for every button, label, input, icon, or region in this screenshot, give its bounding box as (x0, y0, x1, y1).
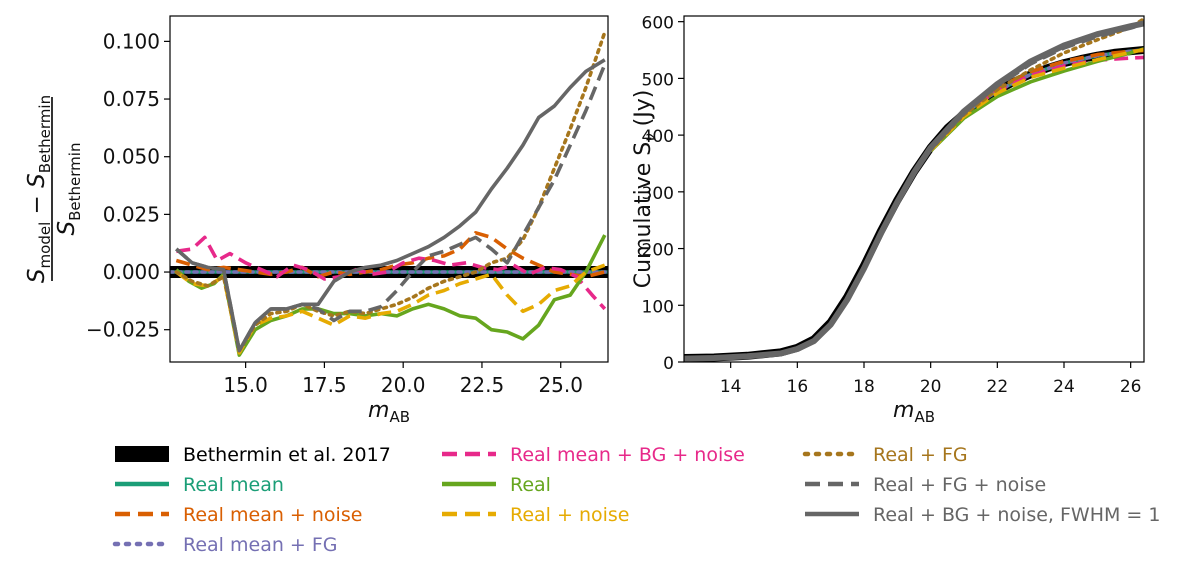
right-y-tick-label: 200 (642, 241, 674, 261)
legend-item-real: Real (442, 474, 551, 496)
right-y-axis-label: Cumulative Sν (Jy) (631, 90, 659, 289)
right-x-tick-label: 22 (987, 377, 1009, 397)
legend-label: Real (510, 474, 551, 496)
right-x-axis-label-sub: AB (914, 408, 935, 426)
left-series-real_mean_bg_noise (176, 235, 607, 311)
left-x-tick-label: 25.0 (538, 373, 583, 397)
legend-label: Real mean + FG (183, 534, 338, 556)
right-y-tick-label: 400 (642, 127, 674, 147)
right-y-tick-label: 0 (663, 354, 674, 374)
left-y-tick-label: 0.050 (103, 145, 160, 169)
right-x-tick-label: 14 (720, 377, 742, 397)
right-x-tick-label: 18 (853, 377, 875, 397)
right-series-real_fg_noise (684, 21, 1144, 362)
right-x-tick-label: 20 (920, 377, 942, 397)
right-x-tick-label: 24 (1053, 377, 1075, 397)
left-y-tick-label: 0.000 (103, 260, 160, 284)
legend-label: Real + FG + noise (873, 474, 1046, 496)
left-series-real_noise (175, 263, 606, 355)
left-y-label-denominator: SBethermin (54, 143, 84, 236)
legend: Bethermin et al. 2017 Real mean Real mean … (112, 444, 1160, 556)
left-x-tick-label: 17.5 (302, 373, 347, 397)
left-x-axis-label: mAB (368, 398, 410, 426)
legend-item-real_noise: Real + noise (442, 504, 630, 526)
right-x-ticks: 14 16 18 20 22 24 26 (720, 362, 1142, 397)
right-y-tick-label: 100 (642, 297, 674, 317)
left-y-tick-label: 0.025 (103, 202, 160, 226)
left-x-tick-label: 15.0 (223, 373, 268, 397)
left-y-label-numerator: Smodel − SBethermin (24, 95, 54, 283)
right-series-clip (684, 16, 1144, 362)
legend-label: Real mean + BG + noise (510, 444, 745, 466)
right-y-ticks: 0 100 200 300 400 500 600 (642, 14, 684, 374)
left-y-tick-label: 0.075 (103, 87, 160, 111)
legend-label: Real + BG + noise, FWHM = 1 (873, 504, 1160, 526)
right-panel: 14 16 18 20 22 24 26 0 100 200 300 400 500 600 mAB C… (631, 14, 1145, 426)
left-y-axis-label: Smodel − SBethermin SBethermin (24, 95, 84, 283)
right-series-real_bg_noise_fwhm (684, 20, 1144, 362)
legend-item-real_mean_fg: Real mean + FG (112, 534, 338, 556)
legend-label: Real + FG (873, 444, 968, 466)
right-axes-frame (683, 15, 1145, 363)
right-x-axis-label: mAB (893, 398, 935, 426)
left-x-tick-label: 20.0 (381, 373, 426, 397)
legend-label: Real + noise (510, 504, 630, 526)
left-axes-frame (169, 15, 609, 363)
left-series-real_mean_noise (175, 231, 606, 279)
right-series-real_fg (928, 16, 1144, 152)
legend-item-real_bg_noise_fwhm: Real + BG + noise, FWHM = 1 (805, 504, 1160, 526)
right-series-bethermin (684, 46, 1144, 362)
legend-item-real_fg_noise: Real + FG + noise (805, 474, 1046, 496)
legend-item-real_mean_bg_noise: Real mean + BG + noise (442, 444, 745, 466)
left-x-tick-label: 22.5 (460, 373, 505, 397)
left-y-tick-label: 0.100 (103, 29, 160, 53)
left-x-axis-label-sub: AB (389, 408, 410, 426)
legend-item-real_mean_noise: Real mean + noise (115, 504, 362, 526)
legend-label: Real mean (183, 474, 284, 496)
left-y-tick-label: −0.025 (86, 318, 160, 342)
left-series-group (170, 30, 608, 357)
right-y-tick-label: 500 (642, 70, 674, 90)
right-x-tick-label: 16 (787, 377, 809, 397)
right-series-real_noise (929, 47, 1144, 152)
legend-label: Bethermin et al. 2017 (183, 444, 391, 466)
left-y-ticks: −0.025 0.000 0.025 0.050 0.075 0.100 (86, 29, 170, 342)
right-series-real (929, 47, 1144, 153)
legend-item-bethermin: Bethermin et al. 2017 (115, 444, 391, 466)
legend-item-real_fg: Real + FG (802, 444, 968, 466)
right-y-tick-label: 300 (642, 184, 674, 204)
right-series-group (684, 16, 1144, 362)
left-panel: 15.0 17.5 20.0 22.5 25.0 −0.025 0.000 0.025 0.0… (24, 15, 609, 426)
right-x-tick-label: 26 (1120, 377, 1142, 397)
left-series-real_bg_noise_fwhm (175, 58, 606, 353)
legend-label: Real mean + noise (183, 504, 362, 526)
legend-swatch (115, 446, 169, 462)
legend-item-real_mean: Real mean (115, 474, 284, 496)
right-y-tick-label: 600 (642, 14, 674, 34)
left-series-clip (170, 30, 608, 357)
left-x-ticks: 15.0 17.5 20.0 22.5 25.0 (223, 362, 583, 397)
